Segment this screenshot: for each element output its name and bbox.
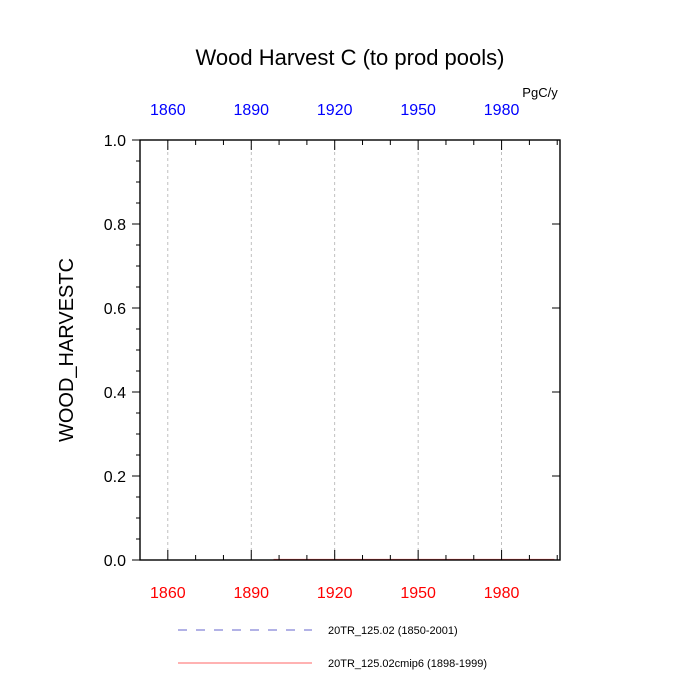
y-tick-label-4: 0.8 xyxy=(104,217,126,234)
x-tick-label-top-1980: 1980 xyxy=(484,102,520,119)
grid-lines xyxy=(167,140,502,560)
y-tick-label-5: 1.0 xyxy=(104,133,126,150)
y-axis-label: WOOD_HARVESTC xyxy=(56,258,78,442)
y-tick-label-0: 0.0 xyxy=(104,553,126,570)
axis-ticks: 1860 1860 1890 1890 1920 1920 1950 1950 1980 1980… xyxy=(104,102,560,602)
y-tick-label-2: 0.4 xyxy=(104,385,126,402)
x-tick-label-top-1890: 1890 xyxy=(233,102,269,119)
x-tick-label-top-1950: 1950 xyxy=(400,102,436,119)
x-tick-label-bottom-1890: 1890 xyxy=(233,585,269,602)
x-tick-label-bottom-1920: 1920 xyxy=(317,585,353,602)
legend: 20TR_125.02 (1850-2001) 20TR_125.02cmip6 … xyxy=(178,625,487,670)
chart-title: Wood Harvest C (to prod pools) xyxy=(196,45,505,70)
x-tick-label-bottom-1950: 1950 xyxy=(400,585,436,602)
plot-frame xyxy=(139,139,561,561)
x-tick-label-bottom-1860: 1860 xyxy=(150,585,186,602)
legend-label-0: 20TR_125.02 (1850-2001) xyxy=(328,625,458,637)
units-label: PgC/y xyxy=(522,85,558,100)
x-tick-label-top-1860: 1860 xyxy=(150,102,186,119)
legend-label-1: 20TR_125.02cmip6 (1898-1999) xyxy=(328,658,487,670)
x-tick-label-top-1920: 1920 xyxy=(317,102,353,119)
x-tick-label-bottom-1980: 1980 xyxy=(484,585,520,602)
y-tick-label-3: 0.6 xyxy=(104,301,126,318)
y-tick-label-1: 0.2 xyxy=(104,469,126,486)
